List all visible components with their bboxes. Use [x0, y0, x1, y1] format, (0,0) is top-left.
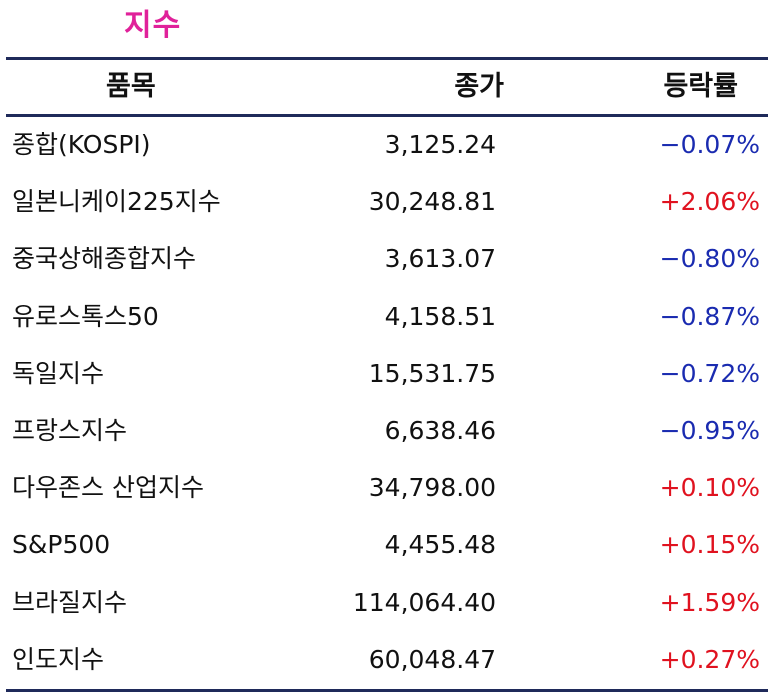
index-name: 독일지수 [12, 358, 105, 388]
table-body: 종합(KOSPI) 3,125.24 −0.07% 일본니케이225지수 30,… [6, 117, 768, 689]
index-name: 브라질지수 [12, 587, 128, 617]
index-close: 114,064.40 [352, 587, 496, 617]
index-change: +0.15% [659, 530, 760, 560]
table-row: S&P500 4,455.48 +0.15% [6, 517, 768, 574]
index-name: 유로스톡스50 [12, 301, 159, 331]
index-change: −0.72% [659, 358, 760, 388]
index-change: +0.27% [659, 644, 760, 674]
index-change: −0.87% [659, 301, 760, 331]
index-name: 다우존스 산업지수 [12, 473, 204, 503]
index-close: 60,048.47 [368, 644, 496, 674]
table-row: 프랑스지수 6,638.46 −0.95% [6, 403, 768, 460]
index-name: 일본니케이225지수 [12, 187, 221, 217]
table-row: 브라질지수 114,064.40 +1.59% [6, 575, 768, 632]
table-header-row: 품목 종가 등락률 [6, 60, 768, 114]
header-close: 종가 [454, 71, 504, 102]
index-close: 34,798.00 [368, 473, 496, 503]
table-top-rule [6, 57, 768, 60]
section-title: 지수 [124, 8, 182, 43]
index-close: 3,613.07 [384, 244, 496, 274]
table-bottom-rule [6, 689, 768, 692]
index-change: +2.06% [659, 187, 760, 217]
index-change: +0.10% [659, 473, 760, 503]
table-row: 인도지수 60,048.47 +0.27% [6, 632, 768, 689]
index-change: −0.80% [659, 244, 760, 274]
table-row: 종합(KOSPI) 3,125.24 −0.07% [6, 117, 768, 174]
index-close: 6,638.46 [384, 415, 496, 445]
header-change: 등락률 [663, 71, 738, 102]
index-change: −0.07% [659, 130, 760, 159]
index-close: 3,125.24 [384, 130, 496, 159]
table-row: 독일지수 15,531.75 −0.72% [6, 346, 768, 403]
index-close: 30,248.81 [368, 187, 496, 217]
table-row: 중국상해종합지수 3,613.07 −0.80% [6, 231, 768, 288]
index-close: 4,158.51 [384, 301, 496, 331]
header-name: 품목 [106, 71, 156, 102]
table-row: 다우존스 산업지수 34,798.00 +0.10% [6, 460, 768, 517]
index-name: 종합(KOSPI) [12, 130, 151, 159]
table-header-rule [6, 114, 768, 117]
index-change: +1.59% [659, 587, 760, 617]
index-close: 4,455.48 [384, 530, 496, 560]
index-name: S&P500 [12, 530, 111, 560]
table-row: 일본니케이225지수 30,248.81 +2.06% [6, 174, 768, 231]
table-row: 유로스톡스50 4,158.51 −0.87% [6, 289, 768, 346]
index-name: 프랑스지수 [12, 415, 128, 445]
index-change: −0.95% [659, 415, 760, 445]
index-close: 15,531.75 [368, 358, 496, 388]
index-name: 중국상해종합지수 [12, 244, 197, 274]
index-name: 인도지수 [12, 644, 105, 674]
